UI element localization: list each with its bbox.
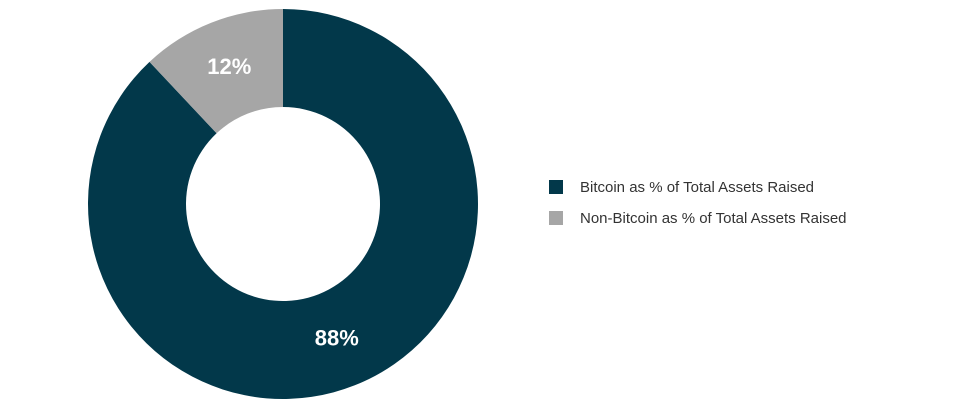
donut-slice xyxy=(149,9,283,134)
legend-swatch xyxy=(549,180,563,194)
legend-swatch xyxy=(549,211,563,225)
donut-slice xyxy=(88,9,479,400)
legend-label: Bitcoin as % of Total Assets Raised xyxy=(580,179,814,196)
value-label: 12% xyxy=(207,54,251,79)
value-label: 88% xyxy=(315,326,359,351)
legend-label: Non-Bitcoin as % of Total Assets Raised xyxy=(580,210,847,227)
